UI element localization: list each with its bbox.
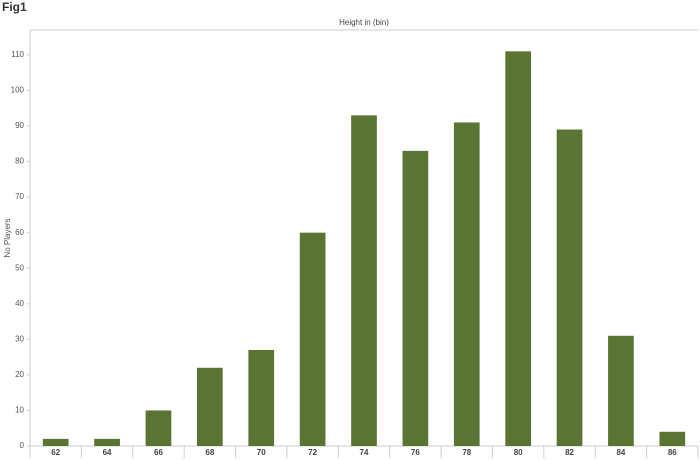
- bar: [145, 410, 172, 446]
- x-tick-label: 76: [411, 448, 420, 457]
- x-tick-label: 84: [616, 448, 625, 457]
- bar: [351, 115, 377, 446]
- y-tick-label: 110: [11, 50, 24, 59]
- bar: [402, 150, 429, 446]
- x-tick-label: 72: [308, 448, 317, 457]
- y-tick-label: 20: [15, 370, 24, 379]
- y-tick-label: 0: [20, 441, 25, 450]
- y-tick-label: 80: [15, 157, 24, 166]
- y-tick-label: 90: [15, 121, 24, 130]
- y-tick-label: 100: [11, 86, 25, 95]
- column-header: Height in (bin): [339, 18, 389, 27]
- x-tick-label: 70: [257, 448, 266, 457]
- x-tick-label: 78: [462, 448, 471, 457]
- x-tick-label: 80: [514, 448, 523, 457]
- y-tick-label: 50: [15, 263, 24, 272]
- y-tick-label: 30: [15, 334, 24, 343]
- bar: [453, 122, 480, 446]
- x-tick-label: 64: [103, 448, 112, 457]
- x-tick-label: 68: [205, 448, 214, 457]
- x-tick-label: 62: [51, 448, 60, 457]
- x-tick-label: 66: [154, 448, 163, 457]
- bar: [42, 438, 69, 446]
- x-tick-label: 86: [668, 448, 677, 457]
- y-tick-label: 40: [15, 299, 24, 308]
- y-tick-label: 60: [15, 228, 24, 237]
- bar: [248, 350, 275, 446]
- y-tick-label: 70: [15, 192, 24, 201]
- bar: [94, 438, 120, 446]
- bar: [299, 232, 326, 446]
- bar: [505, 51, 531, 446]
- chart-title: Fig1: [2, 0, 27, 14]
- x-tick-label: 82: [565, 448, 574, 457]
- y-tick-label: 10: [15, 406, 24, 415]
- bar: [197, 367, 223, 446]
- bar: [556, 129, 583, 447]
- bar: [659, 431, 686, 446]
- y-axis-title: No Players: [3, 218, 12, 257]
- bar: [608, 335, 634, 446]
- x-tick-label: 74: [360, 448, 369, 457]
